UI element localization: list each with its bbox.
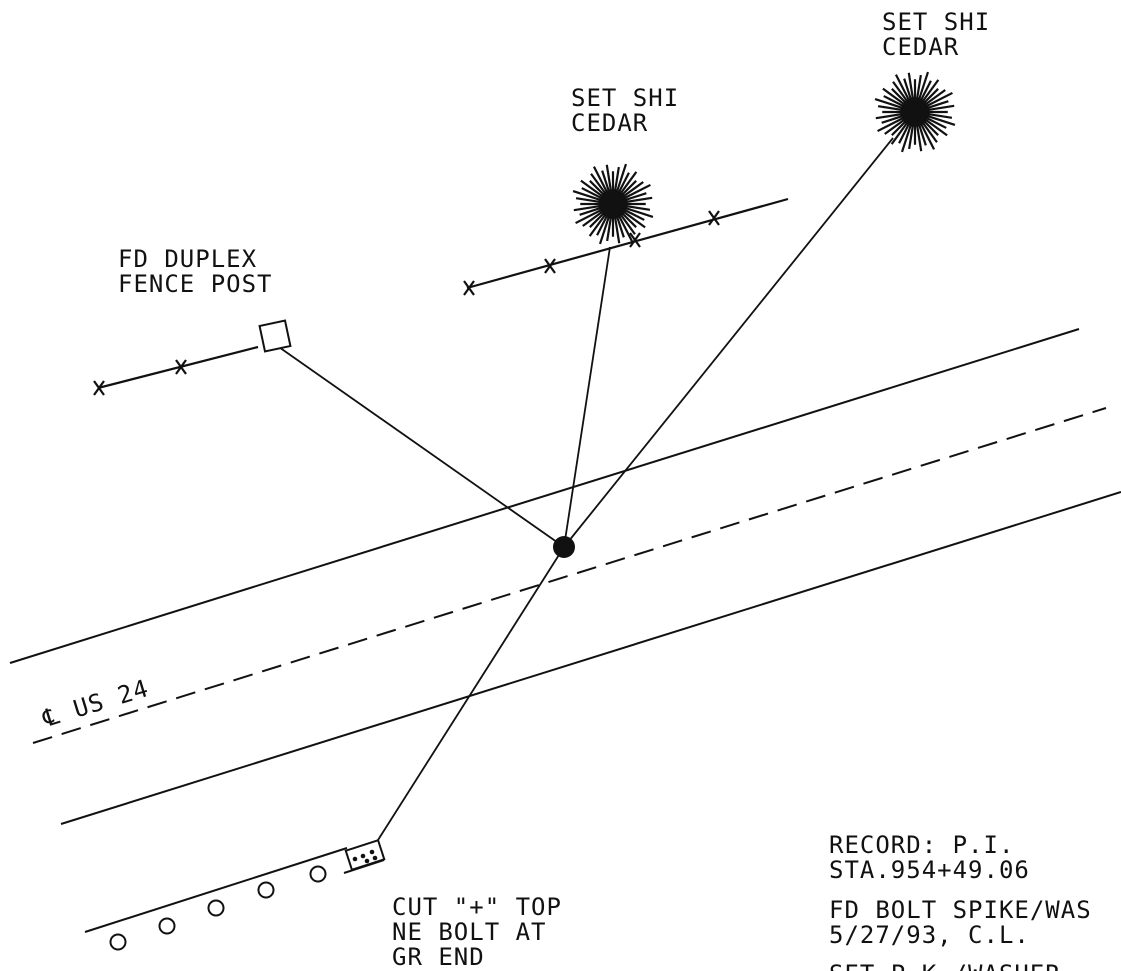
label-line: GR END [392, 943, 485, 971]
fence-post-square-icon [258, 319, 292, 353]
fence-segment [97, 345, 259, 390]
label-line: STA.954+49.06 [829, 856, 1030, 884]
tree-core [900, 97, 930, 127]
control-point-dot-icon [553, 536, 575, 558]
label-line: CEDAR [882, 33, 959, 61]
guardrail-post-circle-icon [158, 917, 176, 935]
guardrail [84, 838, 386, 951]
fence-segment [466, 197, 789, 290]
guardrail-post-circle-icon [109, 933, 127, 951]
fence-x-icon [175, 359, 187, 375]
tie-line-center-cedar [563, 246, 611, 548]
cedar-tree-icon [572, 163, 654, 245]
cedar-tree-icon [874, 71, 956, 153]
bolt-dots [352, 849, 378, 864]
label-line: NE BOLT AT [392, 918, 547, 946]
guardrail-post-circle-icon [309, 865, 327, 883]
tie-line-bolt [377, 546, 565, 841]
guardrail-post-circle-icon [257, 881, 275, 899]
label-found-bolt: FD BOLT SPIKE/WAS 5/27/93, C.L. [829, 896, 1092, 949]
fence-x-icon [463, 280, 475, 296]
tie-line-right-cedar [563, 137, 894, 548]
tie-lines [275, 137, 894, 841]
guardrail-line [84, 847, 348, 933]
fence-x-icon [544, 258, 556, 274]
label-center-cedar: SET SHI CEDAR [571, 84, 679, 137]
roadway [9, 328, 1121, 825]
label-line: FD BOLT SPIKE/WAS [829, 896, 1092, 924]
label-right-cedar: SET SHI CEDAR [882, 8, 990, 61]
tie-line-fence-post [275, 344, 565, 548]
fence-x-icon [708, 210, 720, 226]
fence-x-icon [629, 232, 641, 248]
label-line: FD DUPLEX [118, 245, 257, 273]
label-line: SET SHI [882, 8, 990, 36]
fence-line-upper [463, 197, 789, 296]
road-edge-north [9, 328, 1080, 664]
road-centerline [32, 407, 1107, 744]
fence-x-icon [93, 380, 105, 396]
guardrail-end-box [344, 838, 386, 872]
label-cut-top: CUT "+" TOP NE BOLT AT GR END [392, 893, 562, 971]
label-line: CEDAR [571, 109, 648, 137]
guardrail-post-circle-icon [207, 899, 225, 917]
label-line: SET SHI [571, 84, 679, 112]
road-edge-south [60, 491, 1121, 825]
label-record: RECORD: P.I. STA.954+49.06 [829, 831, 1030, 884]
tree-core [598, 189, 628, 219]
label-line: FENCE POST [118, 270, 273, 298]
label-set-pk: SET P.K./WASHER [829, 960, 1061, 971]
label-line: 5/27/93, C.L. [829, 921, 1030, 949]
label-line: RECORD: P.I. [829, 831, 1014, 859]
label-fence-post: FD DUPLEX FENCE POST [118, 245, 273, 298]
fence-line-left [93, 345, 259, 396]
label-line: CUT "+" TOP [392, 893, 562, 921]
